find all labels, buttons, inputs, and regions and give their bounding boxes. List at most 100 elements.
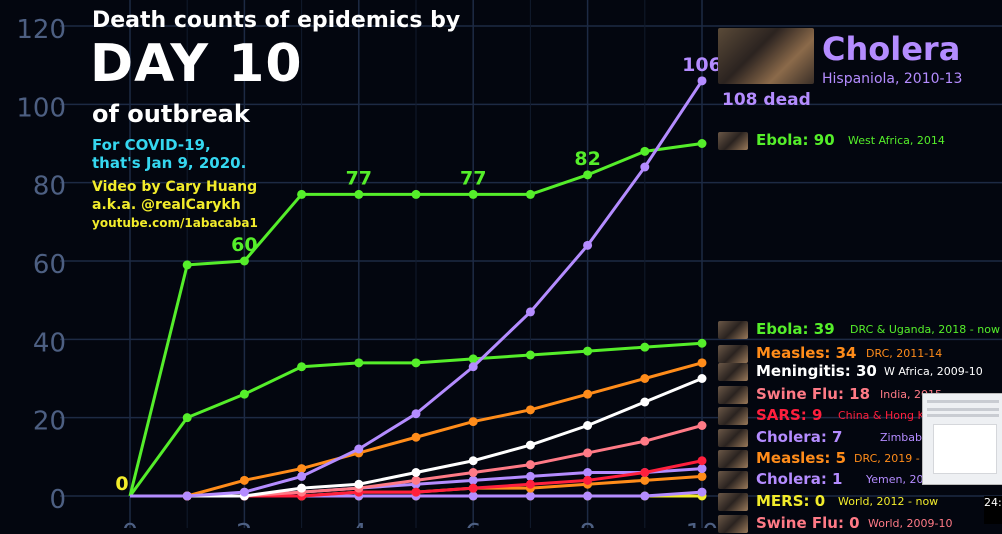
y-tick-label: 0 [49,485,66,515]
covid-note-line1: For COVID-19, [92,136,211,154]
data-point [239,389,249,399]
data-point [468,417,478,427]
legend-item-name: Swine Flu: 0 [756,514,860,532]
data-point [354,479,364,489]
data-point [640,146,650,156]
top-legend-place: Hispaniola, 2010-13 [822,71,963,87]
y-tick-label: 20 [33,407,66,437]
legend-item-place: West Africa, 2014 [848,134,945,147]
data-point [297,483,307,493]
y-tick-label: 80 [33,172,66,202]
legend-item-name: MERS: 0 [756,492,826,510]
credit-url: youtube.com/1abacaba1 [92,216,258,230]
legend-item-place: DRC, 2011-14 [866,347,943,360]
data-point [697,421,707,430]
legend-item-name: Meningitis: 30 [756,362,877,380]
chart-title-line1: Death counts of epidemics by [92,8,461,33]
data-point [640,436,650,446]
data-point [525,307,535,317]
data-point [411,468,421,477]
photo-icon [718,429,748,447]
data-point [525,189,535,199]
data-point [354,358,364,368]
photo-icon [718,515,748,533]
photo-icon [718,407,748,425]
x-tick-label: 6 [465,519,482,528]
data-point [583,468,593,477]
preview-bar [927,414,999,417]
data-point [297,189,307,199]
data-point [411,487,421,497]
data-point [297,464,307,474]
data-label: 77 [460,167,486,189]
data-point [239,487,249,497]
photo-icon [718,321,748,339]
x-tick-label: 10 [685,519,718,528]
data-point [640,374,650,383]
data-point [411,189,421,199]
data-point [640,397,650,407]
data-point [468,362,478,372]
top-legend-name: Cholera [822,30,961,68]
data-point [583,448,593,458]
photo-icon [718,28,814,84]
y-tick-label: 60 [33,250,66,280]
video-preview-thumbnail[interactable] [922,393,1002,485]
legend-item-place: Yemen, 2016 [866,473,938,486]
data-point [583,346,593,356]
x-tick-label: 2 [236,519,253,528]
data-point [583,475,593,485]
data-label: 106 [682,54,722,76]
data-point [583,421,593,430]
preview-bar [927,400,999,403]
legend-item-name: Measles: 5 [756,449,847,467]
data-point [297,362,307,372]
legend-item-name: Ebola: 39 [756,320,835,338]
data-point [583,240,593,250]
photo-icon [718,132,748,150]
data-point [468,354,478,364]
y-tick-label: 120 [16,15,66,45]
legend-item-place: China & Hong Kong [838,409,945,422]
data-point [640,162,650,172]
photo-icon [718,493,748,511]
data-point [583,491,593,501]
legend-item-place: World, 2012 - now [838,495,939,508]
legend-item-place: W Africa, 2009-10 [884,365,983,378]
credit-line1: Video by Cary Huang [92,179,258,195]
data-point [697,338,707,348]
photo-icon [718,450,748,468]
data-point [525,460,535,470]
data-label: 77 [346,167,372,189]
data-point [182,413,192,423]
data-point [468,189,478,199]
data-point [411,358,421,368]
data-point [411,432,421,442]
legend-item-name: Swine Flu: 18 [756,385,871,403]
data-label: 60 [231,234,257,256]
data-point [697,374,707,383]
data-point [525,471,535,481]
photo-icon [718,386,748,404]
y-tick-label: 40 [33,328,66,358]
data-point [640,491,650,501]
credit: Video by Cary Huang a.k.a. @realCarykh y… [92,178,258,232]
legend-item-name: Cholera: 1 [756,470,843,488]
x-tick-label: 8 [579,519,596,528]
data-point [468,456,478,466]
legend-item-name: SARS: 9 [756,406,823,424]
data-point [411,409,421,419]
data-point [468,468,478,477]
data-point [697,456,707,466]
covid-note-line2: that's Jan 9, 2020. [92,154,247,172]
data-label: 82 [574,148,600,170]
legend-item-name: Cholera: 7 [756,428,843,446]
data-point [525,491,535,501]
data-point [525,440,535,450]
data-point [697,464,707,474]
preview-bar [927,408,999,411]
data-point [468,475,478,485]
data-point [525,405,535,415]
